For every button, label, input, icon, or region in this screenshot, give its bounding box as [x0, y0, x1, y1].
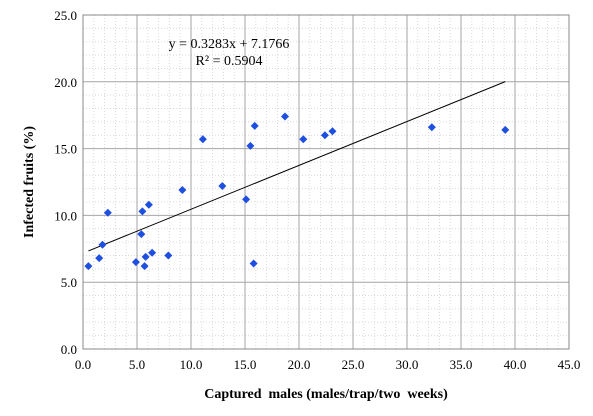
y-tick-label: 5.0 — [61, 275, 77, 290]
data-point — [242, 195, 251, 204]
trendline-r-squared: R² = 0.5904 — [196, 54, 263, 69]
x-tick-label: 20.0 — [288, 357, 311, 372]
data-point — [178, 186, 187, 195]
data-point — [103, 208, 112, 217]
data-point — [299, 135, 308, 144]
data-point — [246, 141, 255, 150]
data-point — [95, 254, 104, 263]
y-tick-label: 20.0 — [54, 75, 77, 90]
data-point — [141, 252, 150, 261]
y-tick-label: 10.0 — [54, 208, 77, 223]
data-point — [249, 259, 258, 268]
data-point — [280, 112, 289, 121]
data-points — [84, 112, 510, 271]
major-grid — [82, 14, 570, 350]
x-tick-label: 45.0 — [558, 357, 581, 372]
plot-area-frame — [82, 14, 570, 350]
data-point — [148, 248, 157, 257]
y-tick-label: 0.0 — [61, 342, 77, 357]
x-tick-label: 10.0 — [180, 357, 203, 372]
data-point — [144, 200, 153, 209]
data-point — [250, 121, 259, 130]
data-point — [427, 123, 436, 132]
data-point — [137, 230, 146, 239]
data-point — [164, 251, 173, 260]
data-point — [320, 131, 329, 140]
data-point — [218, 182, 227, 191]
data-point — [131, 258, 140, 267]
y-tick-label: 15.0 — [54, 142, 77, 157]
x-tick-label: 35.0 — [450, 357, 473, 372]
data-point — [501, 125, 510, 134]
y-tick-labels: 0.0 5.0 10.0 15.0 20.0 25.0 — [54, 8, 77, 357]
x-tick-label: 40.0 — [504, 357, 527, 372]
x-tick-label: 30.0 — [396, 357, 419, 372]
x-tick-label: 0.0 — [75, 357, 91, 372]
x-tick-label: 5.0 — [129, 357, 145, 372]
data-point — [84, 262, 93, 271]
data-point — [140, 262, 149, 271]
trendline-equation: y = 0.3283x + 7.1766 — [169, 37, 290, 52]
data-point — [138, 207, 147, 216]
data-point — [198, 135, 207, 144]
minor-grid — [83, 15, 569, 349]
trend-line — [88, 81, 506, 252]
y-axis-label: Infected fruits (%) — [22, 126, 37, 238]
x-tick-label: 15.0 — [234, 357, 257, 372]
data-point — [328, 127, 337, 136]
x-tick-label: 25.0 — [342, 357, 365, 372]
y-tick-label: 25.0 — [54, 8, 77, 23]
data-point — [98, 240, 107, 249]
x-axis-label: Captured males (males/trap/two weeks) — [204, 387, 448, 402]
x-tick-labels: 0.0 5.0 10.0 15.0 20.0 25.0 30.0 35.0 40.0 45.0 — [75, 357, 581, 372]
